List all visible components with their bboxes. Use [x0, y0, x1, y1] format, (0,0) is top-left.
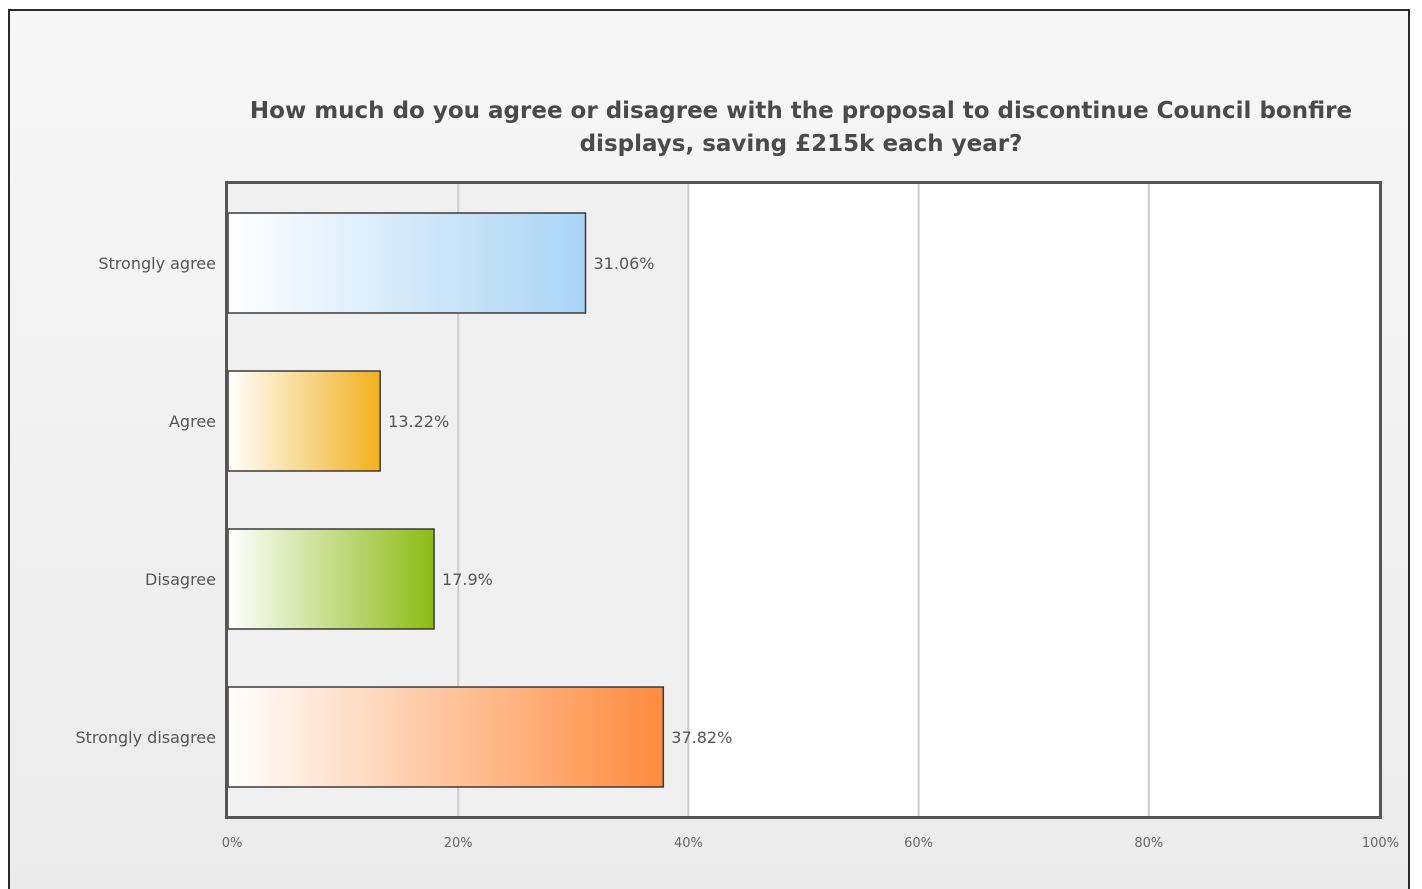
plot-border-rect [225, 181, 1382, 819]
category-label: Disagree [145, 570, 216, 589]
bars [227, 212, 665, 788]
chart-title: How much do you agree or disagree with t… [249, 98, 1353, 157]
data-label: 17.9% [442, 570, 493, 589]
category-label: Agree [169, 412, 216, 431]
data-label: 37.82% [671, 728, 732, 747]
x-tick-label: 0% [222, 836, 243, 851]
bar [227, 528, 435, 630]
x-tick-label: 40% [674, 836, 703, 851]
data-label: 13.22% [388, 412, 449, 431]
plot-border [225, 181, 1382, 819]
value-labels: 31.06% 13.22% 17.9% 37.82% [388, 254, 732, 747]
category-labels: Strongly agree Agree Disagree Strongly disa… [75, 254, 216, 747]
bar [227, 686, 665, 788]
bar [227, 212, 587, 314]
x-tick-label: 80% [1134, 836, 1163, 851]
x-tick-label: 20% [444, 836, 473, 851]
x-tick-label: 100% [1362, 836, 1399, 851]
data-label: 31.06% [594, 254, 655, 273]
category-label: Strongly disagree [75, 728, 216, 747]
x-tick-label: 60% [904, 836, 933, 851]
bar [227, 370, 381, 472]
x-tick-labels: 0% 20% 40% 60% 80% 100% [222, 836, 1399, 851]
category-label: Strongly agree [98, 254, 216, 273]
